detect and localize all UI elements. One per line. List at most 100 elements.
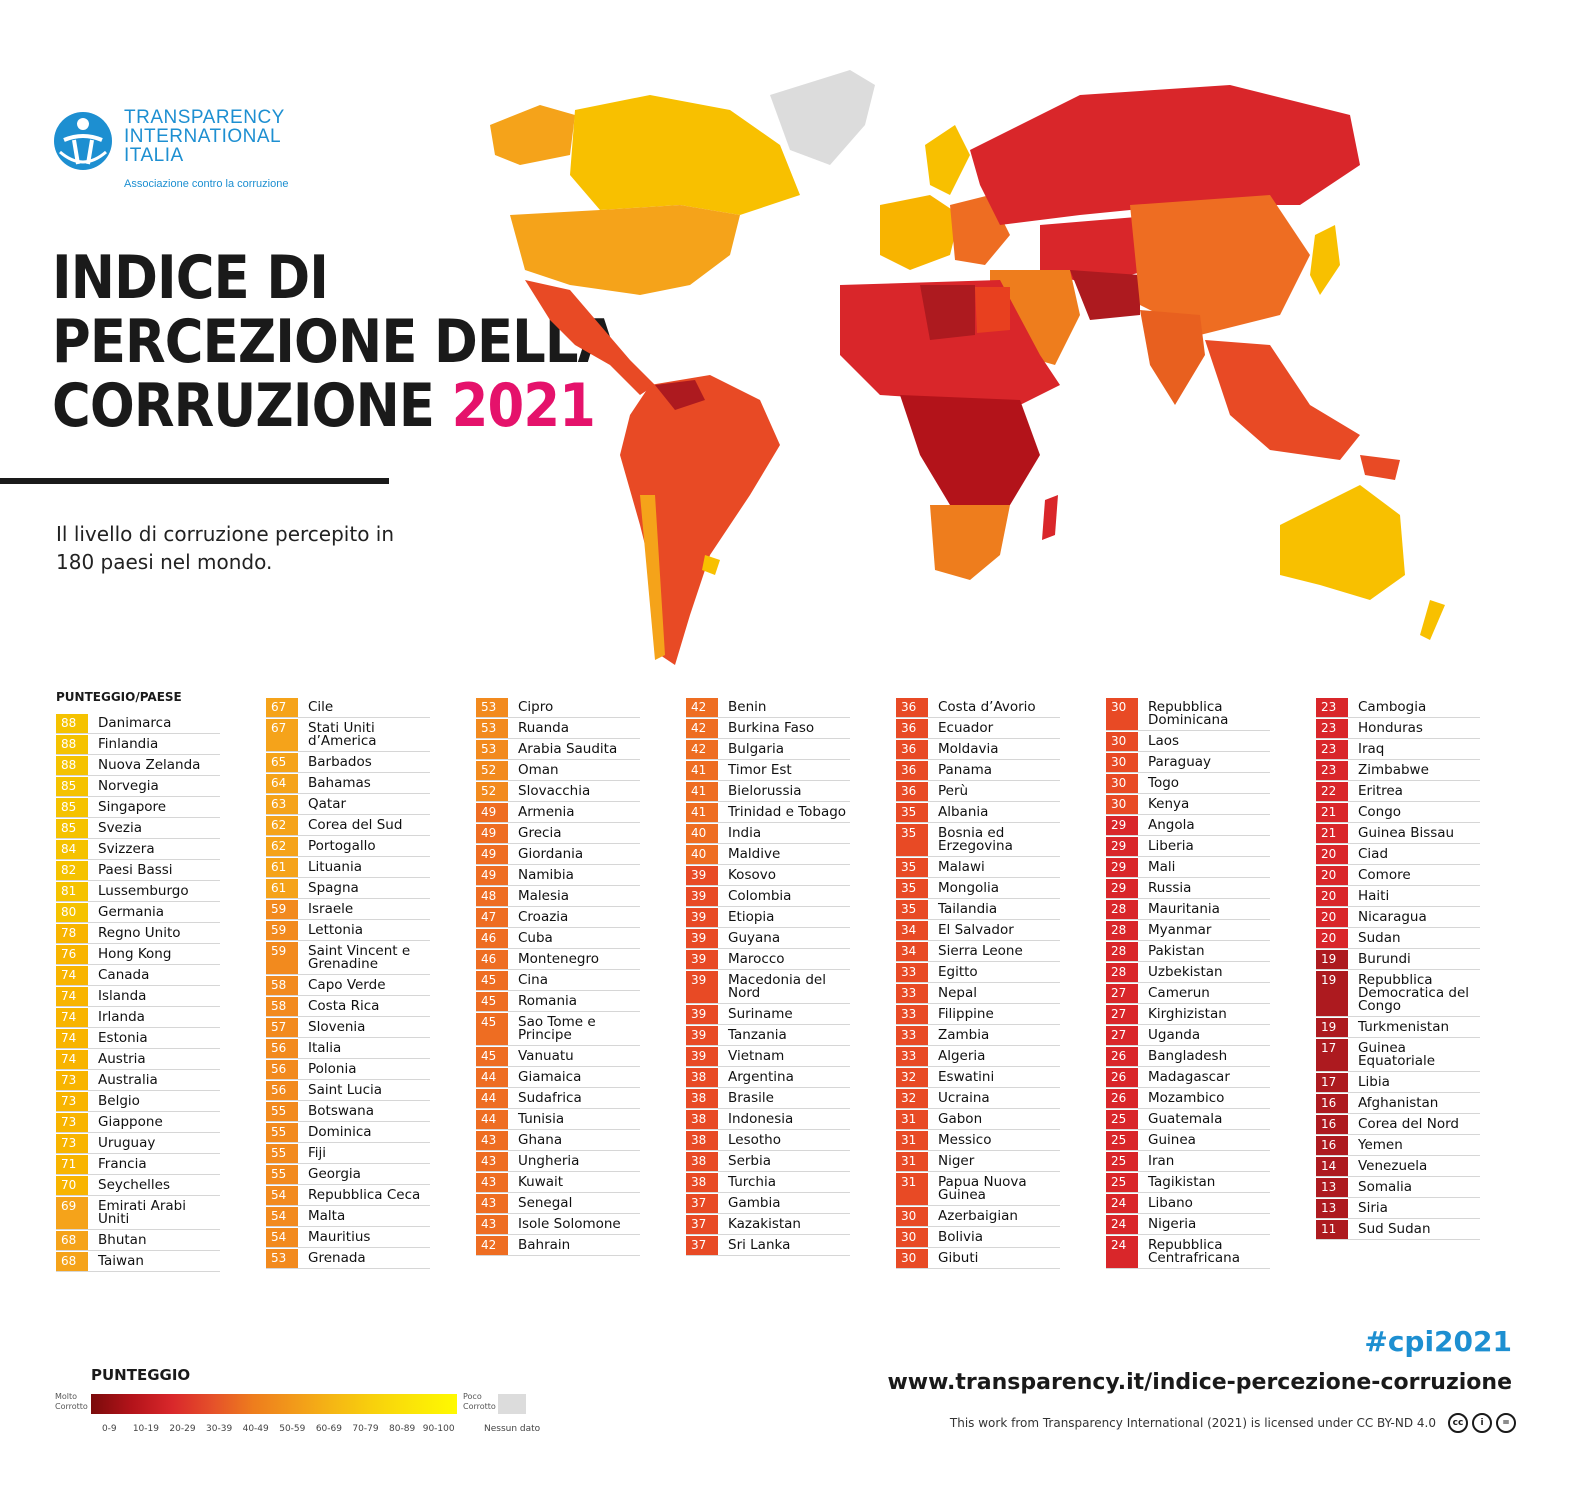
score-badge: 74 <box>56 987 88 1006</box>
score-badge: 34 <box>896 921 928 940</box>
score-badge: 30 <box>1106 795 1138 814</box>
ranking-column: 30 Repubblica Dominicana 30 Laos 30 Paraguay 3… <box>1106 698 1270 1270</box>
country-name: Danimarca <box>98 715 172 731</box>
score-badge: 36 <box>896 782 928 801</box>
score-badge: 42 <box>476 1236 508 1255</box>
country-name: Repubblica Ceca <box>308 1187 421 1203</box>
ranking-row: 30 Azerbaigian <box>896 1207 1060 1227</box>
ranking-row: 58 Costa Rica <box>266 997 430 1017</box>
ranking-row: 62 Portogallo <box>266 837 430 857</box>
country-name: Uruguay <box>98 1135 156 1151</box>
ranking-column: 88 Danimarca 88 Finlandia 88 Nuova Zelanda 85 N… <box>56 714 220 1273</box>
score-badge: 20 <box>1316 866 1348 885</box>
map-japan <box>1310 225 1340 295</box>
transparency-logo-icon <box>54 112 112 170</box>
score-badge: 42 <box>686 740 718 759</box>
ranking-row: 88 Finlandia <box>56 735 220 755</box>
score-badge: 13 <box>1316 1199 1348 1218</box>
score-badge: 33 <box>896 984 928 1003</box>
country-name: Timor Est <box>728 762 792 778</box>
country-name: Grenada <box>308 1250 366 1266</box>
ranking-row: 40 India <box>686 824 850 844</box>
country-name: Grecia <box>518 825 562 841</box>
country-name: Benin <box>728 699 767 715</box>
ranking-row: 31 Messico <box>896 1131 1060 1151</box>
legend-tick-label: 60-69 <box>315 1424 342 1434</box>
score-badge: 68 <box>56 1252 88 1271</box>
score-badge: 32 <box>896 1089 928 1108</box>
country-name: Malawi <box>938 859 985 875</box>
ranking-row: 39 Suriname <box>686 1005 850 1025</box>
ranking-row: 28 Pakistan <box>1106 942 1270 962</box>
ranking-row: 55 Fiji <box>266 1144 430 1164</box>
country-name: Lettonia <box>308 922 364 938</box>
ranking-column: 67 Cile 67 Stati Uniti d’America 65 Barbados 6… <box>266 698 430 1270</box>
country-name: Mali <box>1148 859 1176 875</box>
cc-icon: cc <box>1448 1413 1468 1433</box>
ranking-row: 33 Egitto <box>896 963 1060 983</box>
country-name: Giordania <box>518 846 584 862</box>
country-name: Marocco <box>728 951 785 967</box>
ranking-row: 52 Slovacchia <box>476 782 640 802</box>
ranking-row: 38 Lesotho <box>686 1131 850 1151</box>
score-badge: 27 <box>1106 1005 1138 1024</box>
score-badge: 35 <box>896 824 928 856</box>
score-badge: 30 <box>896 1207 928 1226</box>
legend-tick-label: 80-89 <box>389 1424 416 1434</box>
country-name: Gibuti <box>938 1250 979 1266</box>
ranking-row: 26 Bangladesh <box>1106 1047 1270 1067</box>
country-name: Estonia <box>98 1030 148 1046</box>
ranking-row: 26 Mozambico <box>1106 1089 1270 1109</box>
score-badge: 16 <box>1316 1094 1348 1113</box>
ranking-row: 53 Arabia Saudita <box>476 740 640 760</box>
country-name: Afghanistan <box>1358 1095 1439 1111</box>
ranking-row: 28 Myanmar <box>1106 921 1270 941</box>
ranking-row: 36 Costa d’Avorio <box>896 698 1060 718</box>
ranking-column: 36 Costa d’Avorio 36 Ecuador 36 Moldavia 36 Pan… <box>896 698 1060 1270</box>
ranking-row: 37 Sri Lanka <box>686 1236 850 1256</box>
map-png <box>1360 455 1400 480</box>
country-name: Serbia <box>728 1153 772 1169</box>
score-badge: 53 <box>266 1249 298 1268</box>
ranking-row: 19 Turkmenistan <box>1316 1018 1480 1038</box>
subtitle: Il livello di corruzione percepito in 18… <box>56 522 395 574</box>
ranking-row: 41 Timor Est <box>686 761 850 781</box>
country-name: Italia <box>308 1040 342 1056</box>
website-url[interactable]: www.transparency.it/indice-percezione-co… <box>887 1370 1512 1395</box>
score-badge: 65 <box>266 753 298 772</box>
score-badge: 30 <box>1106 774 1138 793</box>
ranking-row: 25 Iran <box>1106 1152 1270 1172</box>
score-badge: 33 <box>896 1047 928 1066</box>
ranking-row: 33 Nepal <box>896 984 1060 1004</box>
country-name: Malta <box>308 1208 346 1224</box>
score-badge: 88 <box>56 714 88 733</box>
ranking-row: 74 Canada <box>56 966 220 986</box>
ranking-row: 52 Oman <box>476 761 640 781</box>
ranking-column: 53 Cipro 53 Ruanda 53 Arabia Saudita 52 Oman 52 S… <box>476 698 640 1257</box>
ranking-row: 73 Giappone <box>56 1113 220 1133</box>
country-name: Repubblica Dominicana <box>1148 699 1229 728</box>
country-name: Romania <box>518 993 578 1009</box>
ranking-row: 62 Corea del Sud <box>266 816 430 836</box>
score-badge: 19 <box>1316 950 1348 969</box>
score-badge: 19 <box>1316 971 1348 1016</box>
country-name: Saint Lucia <box>308 1082 383 1098</box>
ranking-row: 20 Nicaragua <box>1316 908 1480 928</box>
country-name: El Salvador <box>938 922 1014 938</box>
ranking-row: 42 Bulgaria <box>686 740 850 760</box>
ranking-row: 16 Corea del Nord <box>1316 1115 1480 1135</box>
map-chile <box>640 495 665 660</box>
ranking-row: 47 Croazia <box>476 908 640 928</box>
country-name: Armenia <box>518 804 575 820</box>
country-name: Spagna <box>308 880 359 896</box>
score-badge: 23 <box>1316 719 1348 738</box>
ranking-row: 74 Islanda <box>56 987 220 1007</box>
ranking-row: 36 Ecuador <box>896 719 1060 739</box>
ranking-row: 49 Giordania <box>476 845 640 865</box>
score-badge: 84 <box>56 840 88 859</box>
page-title: INDICE DI PERCEZIONE DELLA CORRUZIONE 20… <box>52 246 619 438</box>
country-name: Tailandia <box>938 901 998 917</box>
ranking-row: 45 Sao Tome e Principe <box>476 1013 640 1046</box>
country-name: Yemen <box>1358 1137 1403 1153</box>
ranking-row: 39 Tanzania <box>686 1026 850 1046</box>
